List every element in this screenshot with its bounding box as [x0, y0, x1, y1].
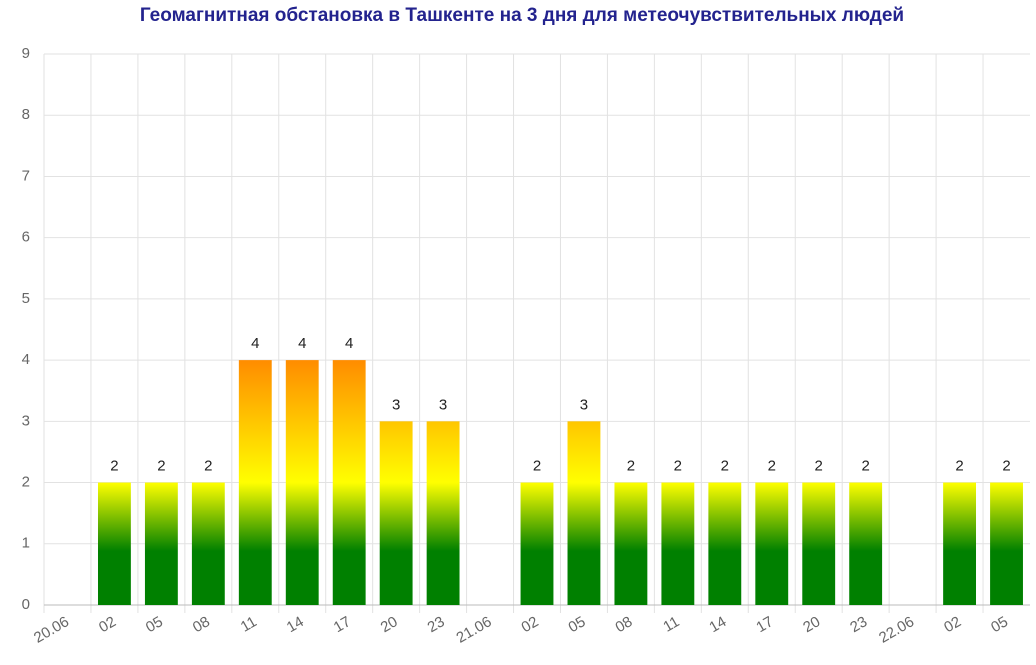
- bar: [97, 482, 131, 605]
- x-tick-label: 11: [660, 613, 682, 636]
- bar: [755, 482, 789, 605]
- y-tick-label: 4: [22, 351, 30, 368]
- value-label: 2: [627, 458, 635, 475]
- value-label: 2: [204, 458, 212, 475]
- value-label: 4: [298, 335, 306, 352]
- x-tick-label: 08: [190, 613, 213, 636]
- x-tick-label: 14: [706, 613, 729, 636]
- y-tick-label: 2: [22, 474, 30, 491]
- bar: [614, 482, 648, 605]
- x-tick-label: 11: [238, 613, 260, 636]
- y-tick-label: 9: [22, 45, 30, 62]
- x-tick-label: 22.06: [876, 613, 917, 646]
- value-label: 2: [110, 458, 118, 475]
- bar: [567, 421, 601, 605]
- bar: [943, 482, 977, 605]
- value-label: 2: [157, 458, 165, 475]
- bar: [238, 360, 272, 605]
- bar: [520, 482, 554, 605]
- value-label: 3: [439, 396, 447, 413]
- x-tick-label: 14: [284, 613, 307, 636]
- x-tick-label: 02: [941, 613, 964, 636]
- y-tick-label: 7: [22, 167, 30, 184]
- value-label: 4: [345, 335, 353, 352]
- chart-title: Геомагнитная обстановка в Ташкенте на 3 …: [140, 5, 904, 26]
- value-label: 2: [533, 458, 541, 475]
- x-tick-label: 20.06: [31, 613, 72, 646]
- value-label: 2: [955, 458, 963, 475]
- value-label: 2: [768, 458, 776, 475]
- bar: [849, 482, 883, 605]
- x-tick-label: 17: [331, 613, 354, 636]
- value-label: 4: [251, 335, 259, 352]
- bar: [708, 482, 742, 605]
- value-label: 2: [861, 458, 869, 475]
- value-label: 2: [815, 458, 823, 475]
- x-tick-label: 05: [143, 613, 166, 636]
- x-tick-label: 20: [378, 613, 401, 636]
- y-tick-label: 0: [22, 596, 30, 613]
- value-label: 2: [674, 458, 682, 475]
- bar: [285, 360, 319, 605]
- bar: [426, 421, 460, 605]
- value-label: 2: [1002, 458, 1010, 475]
- bar: [379, 421, 413, 605]
- x-tick-label: 17: [753, 613, 776, 636]
- value-label: 3: [580, 396, 588, 413]
- x-tick-label: 05: [566, 613, 589, 636]
- bar: [802, 482, 836, 605]
- x-tick-label: 23: [425, 613, 448, 636]
- value-label: 2: [721, 458, 729, 475]
- x-tick-label: 02: [519, 613, 542, 636]
- y-tick-label: 3: [22, 412, 30, 429]
- x-tick-label: 21.06: [454, 613, 495, 646]
- y-tick-label: 8: [22, 106, 30, 123]
- value-label: 3: [392, 396, 400, 413]
- y-tick-label: 5: [22, 290, 30, 307]
- x-tick-label: 08: [612, 613, 635, 636]
- bar: [990, 482, 1023, 605]
- x-tick-label: 23: [847, 613, 870, 636]
- y-tick-label: 6: [22, 229, 30, 246]
- bar: [332, 360, 366, 605]
- bar: [661, 482, 695, 605]
- bar: [144, 482, 178, 605]
- y-tick-label: 1: [22, 535, 30, 552]
- bar: [191, 482, 225, 605]
- x-tick-label: 02: [96, 613, 119, 636]
- x-tick-label: 20: [800, 613, 823, 636]
- x-tick-label: 05: [988, 613, 1011, 636]
